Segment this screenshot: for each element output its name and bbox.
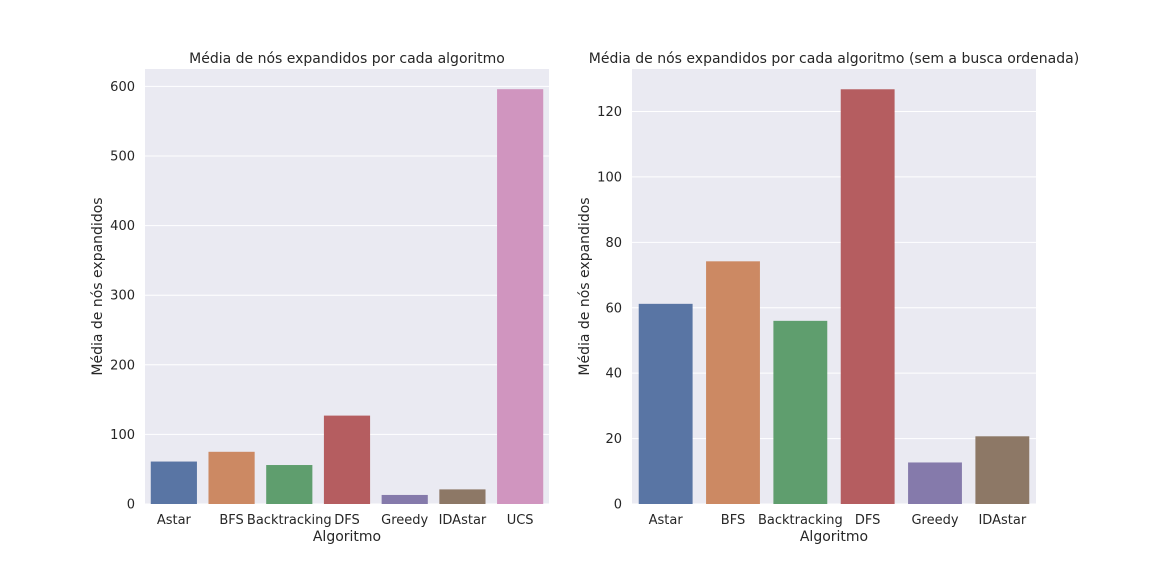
bar-bfs xyxy=(208,451,255,504)
y-tick-label: 200 xyxy=(110,358,135,373)
chart-right: 0 20 40 60 80 100 120 Astar BFS Backtracking DFS Gr… xyxy=(577,51,1079,545)
bar-bfs xyxy=(706,261,760,504)
x-tick-label: Backtracking xyxy=(758,513,843,528)
y-tick-label: 80 xyxy=(605,236,622,251)
bar-astar xyxy=(150,461,197,504)
bar-dfs xyxy=(840,89,895,504)
x-tick-label: IDAstar xyxy=(439,513,487,528)
bar-greedy xyxy=(908,462,962,504)
bar-greedy xyxy=(381,494,428,504)
bar-dfs xyxy=(323,415,371,504)
y-axis-label: Média de nós expandidos xyxy=(577,197,593,375)
chart-title: Média de nós expandidos por cada algorit… xyxy=(189,51,505,67)
bar-backtracking xyxy=(266,465,313,504)
plot-area xyxy=(632,69,1036,504)
y-tick-label: 60 xyxy=(605,301,622,316)
y-tick-label: 40 xyxy=(605,367,622,382)
x-tick-label: DFS xyxy=(334,513,360,528)
y-axis-label: Média de nós expandidos xyxy=(90,197,106,375)
x-tick-label: Greedy xyxy=(911,513,958,528)
x-tick-label: BFS xyxy=(219,513,243,528)
x-tick-label: Backtracking xyxy=(247,513,332,528)
y-tick-label: 120 xyxy=(597,105,622,120)
x-tick-label: Astar xyxy=(649,513,684,528)
bar-backtracking xyxy=(773,320,828,504)
y-tick-label: 600 xyxy=(110,80,135,95)
y-tick-label: 20 xyxy=(605,432,622,447)
y-tick-label: 0 xyxy=(127,498,135,513)
x-axis-label: Algoritmo xyxy=(800,529,868,545)
y-tick-label: 100 xyxy=(110,428,135,443)
bar-ucs xyxy=(497,89,544,505)
x-tick-label: DFS xyxy=(855,513,881,528)
bar-astar xyxy=(638,303,693,504)
bar-idastar xyxy=(439,489,486,504)
x-tick-label: UCS xyxy=(507,513,534,528)
bar-idastar xyxy=(975,436,1030,504)
x-tick-label: BFS xyxy=(721,513,745,528)
y-tick-label: 500 xyxy=(110,150,135,165)
chart-title: Média de nós expandidos por cada algorit… xyxy=(589,51,1079,67)
x-tick-label: Greedy xyxy=(381,513,428,528)
chart-left: 0 100 200 300 400 500 600 Astar BFS Backtracking D… xyxy=(90,51,549,545)
y-tick-label: 400 xyxy=(110,219,135,234)
x-tick-label: Astar xyxy=(157,513,192,528)
y-tick-label: 300 xyxy=(110,289,135,304)
y-tick-label: 100 xyxy=(597,170,622,185)
x-tick-label: IDAstar xyxy=(978,513,1026,528)
x-axis-label: Algoritmo xyxy=(313,529,381,545)
y-tick-label: 0 xyxy=(614,498,622,513)
